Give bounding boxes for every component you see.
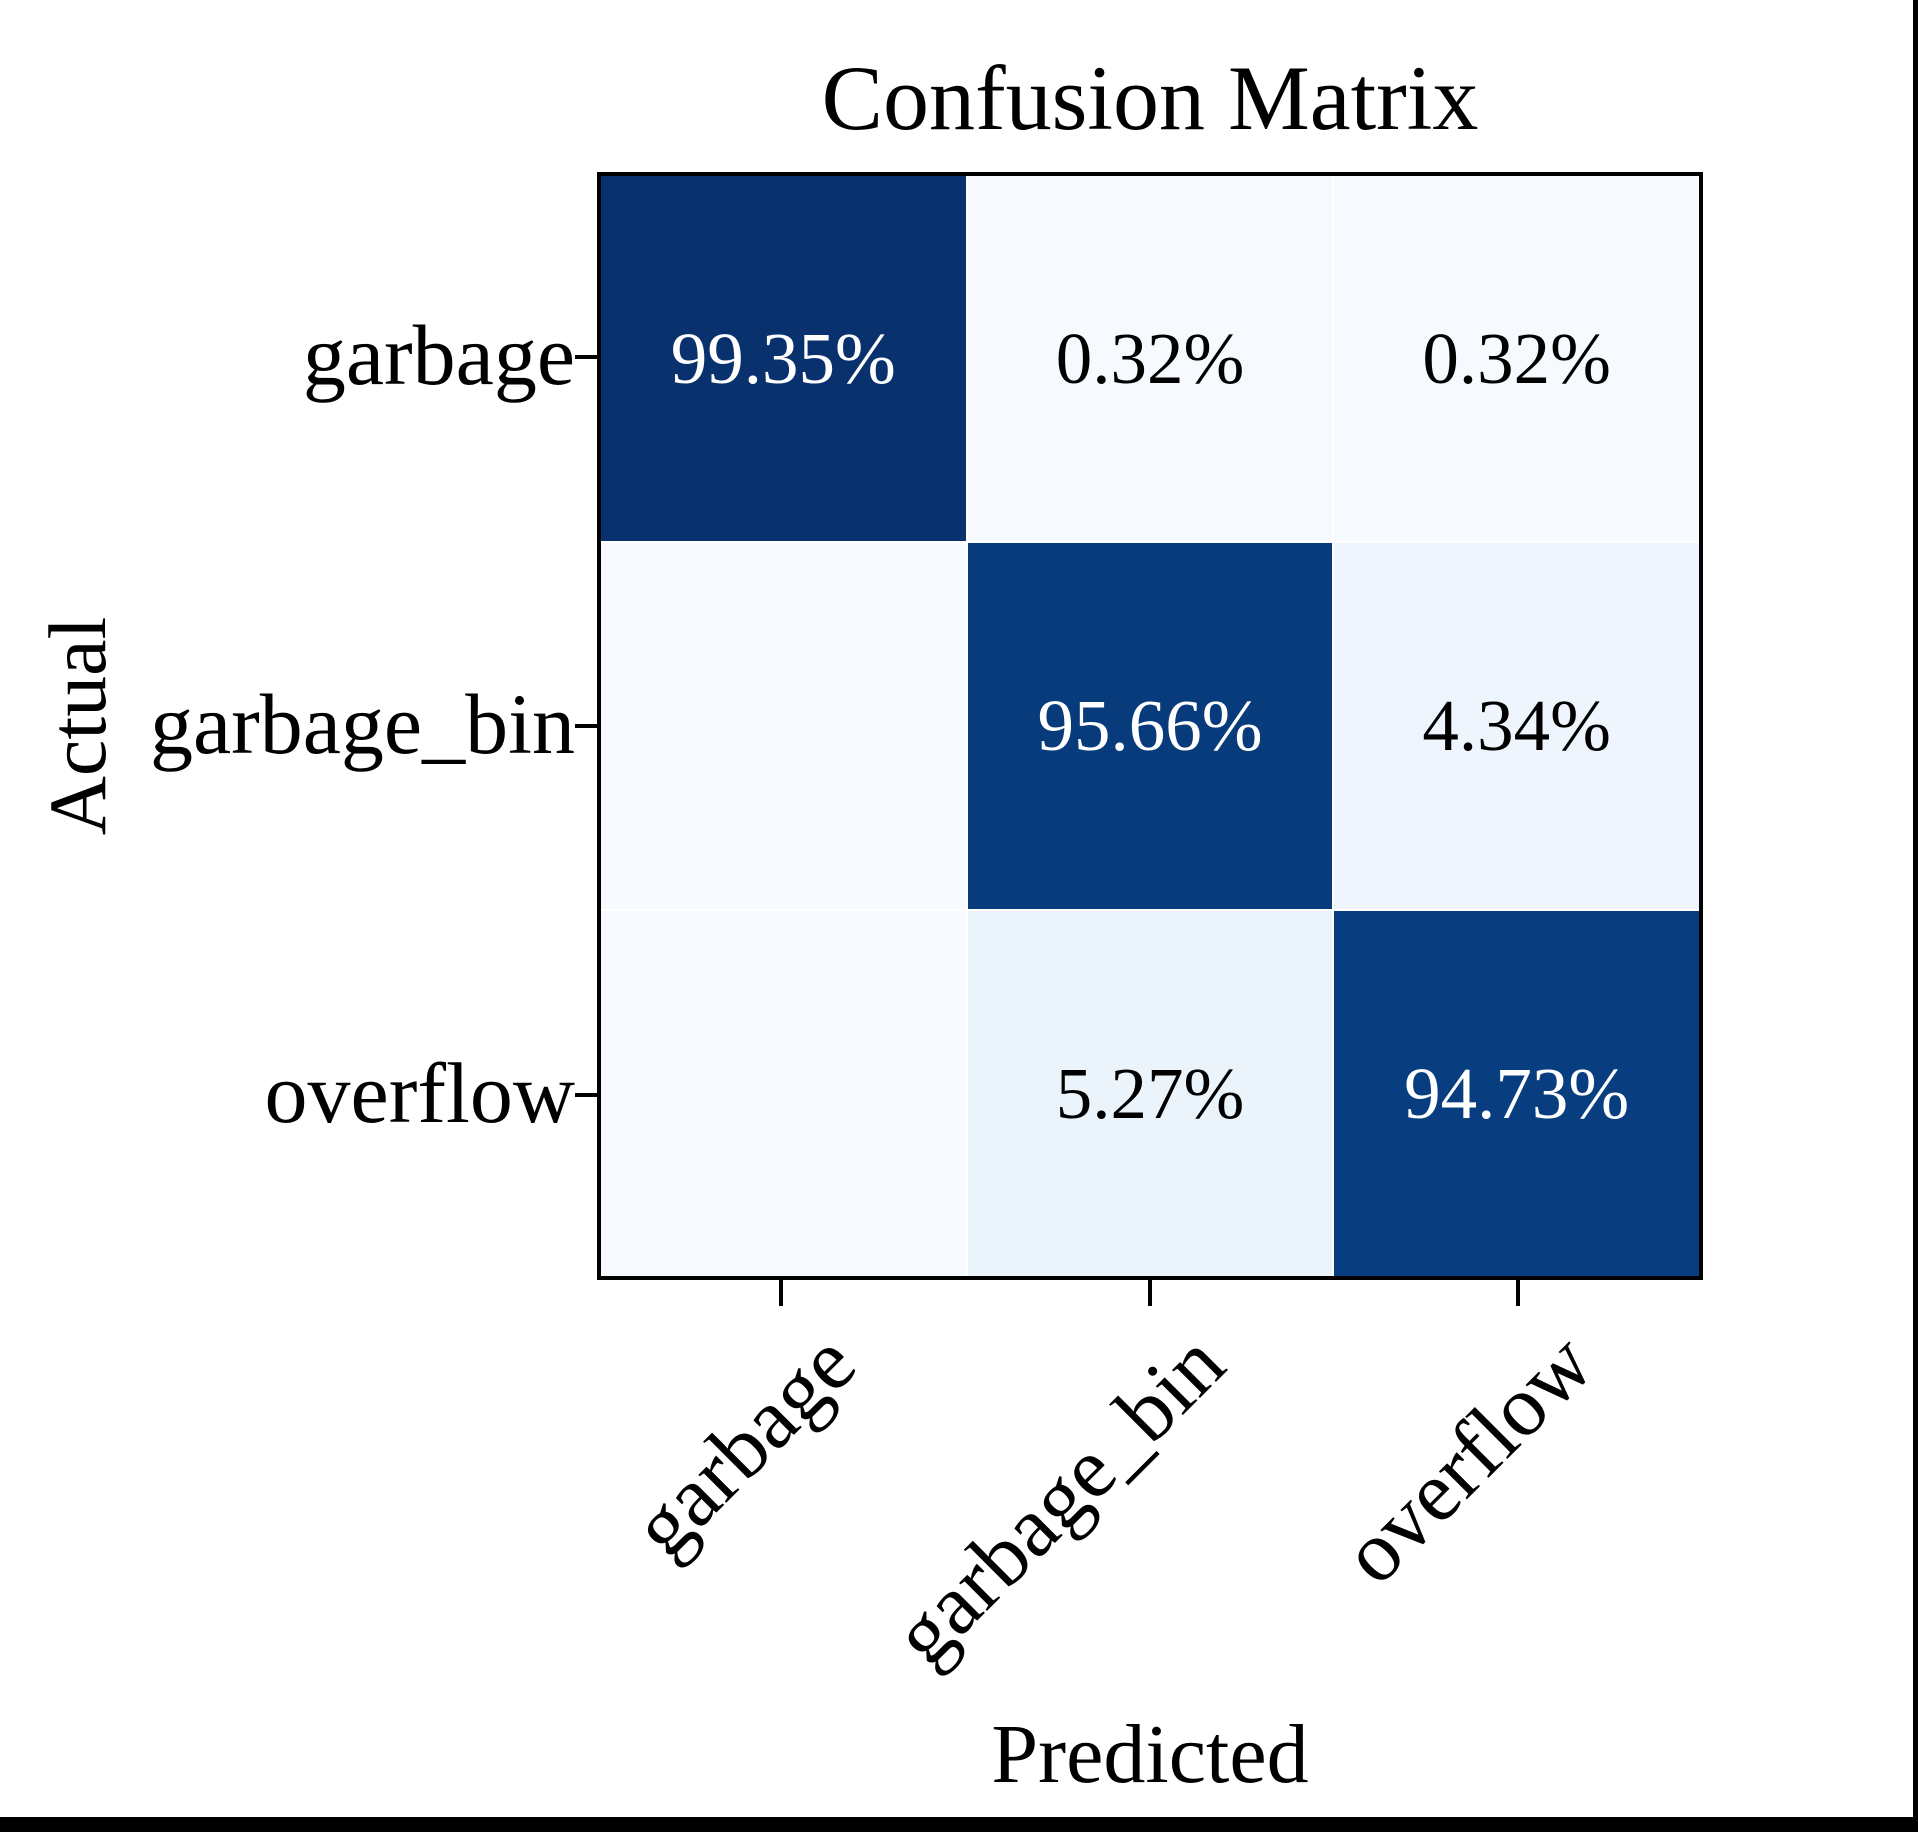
bottom-frame-bar (0, 1817, 1918, 1832)
heatmap-cell (601, 910, 966, 1276)
x-axis-tick-mark (1148, 1280, 1152, 1306)
heatmap-cell: 95.66% (967, 543, 1333, 909)
x-tick-label-garbage-bin: garbage_bin (873, 1314, 1243, 1683)
x-axis-title: Predicted (991, 1708, 1309, 1801)
right-frame-bar (1913, 0, 1918, 1832)
x-tick-label-overflow: overflow (1322, 1314, 1611, 1602)
y-axis-title: Actual (32, 616, 123, 836)
heatmap-cell: 0.32% (967, 176, 1333, 542)
y-axis-tick-mark (575, 1093, 597, 1097)
y-tick-label-garbage: garbage (302, 307, 575, 403)
heatmap-cell: 94.73% (1334, 910, 1699, 1276)
y-axis-tick-mark (575, 724, 597, 728)
heatmap-cell: 99.35% (601, 176, 966, 542)
y-tick-label-overflow: overflow (264, 1045, 575, 1141)
x-axis-tick-mark (779, 1280, 783, 1306)
heatmap-plot-area: 99.35% 0.32% 0.32% 95.66% 4.34% 5.27% 94… (597, 172, 1703, 1280)
heatmap-cell: 4.34% (1334, 543, 1699, 909)
y-axis-tick-mark (575, 355, 597, 359)
x-axis-tick-mark (1516, 1280, 1520, 1306)
heatmap-cell (601, 543, 966, 909)
heatmap-cell: 0.32% (1334, 176, 1699, 542)
y-tick-label-garbage-bin: garbage_bin (149, 676, 575, 772)
x-tick-label-garbage: garbage (613, 1314, 874, 1575)
heatmap-cell: 5.27% (967, 910, 1333, 1276)
chart-title: Confusion Matrix (821, 47, 1479, 149)
